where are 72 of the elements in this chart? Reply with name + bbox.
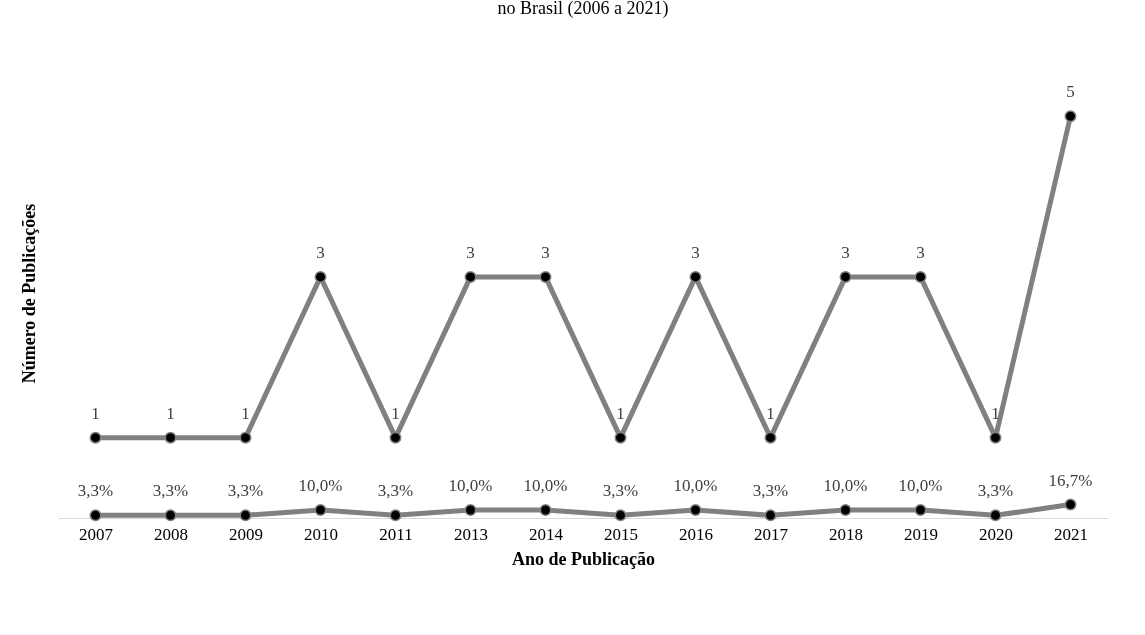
x-tick-label: 2016 bbox=[679, 524, 713, 544]
x-axis-title: Ano de Publicação bbox=[511, 548, 656, 569]
data-label: 3,3% bbox=[152, 481, 189, 501]
point bbox=[914, 270, 927, 283]
point bbox=[1064, 498, 1077, 511]
point bbox=[764, 509, 777, 522]
point bbox=[839, 503, 852, 516]
data-label: 3,3% bbox=[602, 481, 639, 501]
data-label: 1 bbox=[241, 403, 250, 423]
point bbox=[314, 270, 327, 283]
point bbox=[1064, 110, 1077, 123]
point bbox=[164, 509, 177, 522]
x-tick-label: 2010 bbox=[304, 524, 338, 544]
point bbox=[689, 503, 702, 516]
x-tick-label: 2020 bbox=[979, 524, 1013, 544]
x-tick-label: 2021 bbox=[1054, 524, 1088, 544]
point bbox=[914, 503, 927, 516]
point bbox=[464, 270, 477, 283]
point bbox=[764, 431, 777, 444]
data-label: 10,0% bbox=[523, 475, 568, 495]
data-label: 10,0% bbox=[448, 475, 493, 495]
x-tick-label: 2015 bbox=[604, 524, 638, 544]
data-label: 10,0% bbox=[673, 475, 718, 495]
point bbox=[539, 270, 552, 283]
point bbox=[164, 431, 177, 444]
point bbox=[239, 431, 252, 444]
data-label: 3,3% bbox=[752, 481, 789, 501]
point bbox=[614, 509, 627, 522]
data-label: 3 bbox=[841, 242, 850, 262]
x-tick-label: 2017 bbox=[754, 524, 789, 544]
point bbox=[689, 270, 702, 283]
data-label: 1 bbox=[616, 403, 625, 423]
data-label: 3 bbox=[541, 242, 550, 262]
data-label: 3 bbox=[916, 242, 925, 262]
data-label: 3,3% bbox=[227, 481, 264, 501]
x-tick-label: 2014 bbox=[529, 524, 564, 544]
x-tick-label: 2009 bbox=[229, 524, 263, 544]
data-label: 10,0% bbox=[823, 475, 868, 495]
x-tick-label: 2013 bbox=[454, 524, 488, 544]
data-label: 1 bbox=[391, 403, 400, 423]
point bbox=[839, 270, 852, 283]
data-label: 3,3% bbox=[377, 481, 414, 501]
chart-title: no Brasil (2006 a 2021) bbox=[497, 0, 669, 19]
data-label: 3 bbox=[466, 242, 475, 262]
x-tick-label: 2018 bbox=[829, 524, 863, 544]
point bbox=[614, 431, 627, 444]
y-axis-title: Número de Publicações bbox=[18, 203, 39, 384]
point bbox=[389, 509, 402, 522]
x-tick-label: 2011 bbox=[379, 524, 413, 544]
point bbox=[89, 431, 102, 444]
point bbox=[989, 509, 1002, 522]
data-label: 1 bbox=[91, 403, 100, 423]
data-label: 3,3% bbox=[977, 481, 1014, 501]
x-tick-label: 2019 bbox=[904, 524, 938, 544]
x-tick-label: 2008 bbox=[154, 524, 188, 544]
data-label: 1 bbox=[991, 403, 1000, 423]
data-label: 5 bbox=[1066, 82, 1075, 102]
data-label: 3,3% bbox=[77, 481, 114, 501]
data-label: 1 bbox=[766, 403, 775, 423]
point bbox=[314, 503, 327, 516]
x-tick-label: 2007 bbox=[79, 524, 114, 544]
data-label: 10,0% bbox=[898, 475, 943, 495]
point bbox=[239, 509, 252, 522]
point bbox=[389, 431, 402, 444]
point bbox=[539, 503, 552, 516]
data-label: 3 bbox=[316, 242, 325, 262]
data-label: 16,7% bbox=[1048, 470, 1093, 490]
point bbox=[89, 509, 102, 522]
data-label: 1 bbox=[166, 403, 175, 423]
data-label: 10,0% bbox=[298, 475, 343, 495]
data-label: 3 bbox=[691, 242, 700, 262]
point bbox=[464, 503, 477, 516]
